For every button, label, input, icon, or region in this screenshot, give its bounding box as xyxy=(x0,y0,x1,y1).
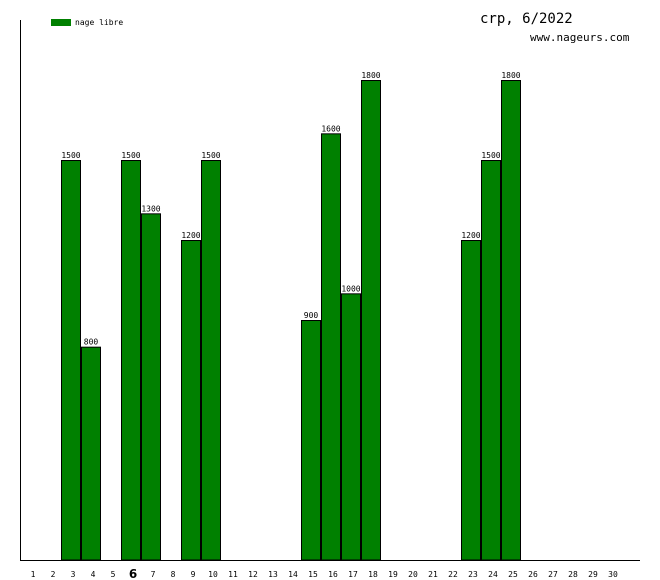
bar-value-label: 1300 xyxy=(141,204,160,213)
bar-day-17 xyxy=(341,293,361,561)
x-tick-label: 13 xyxy=(268,570,278,579)
x-tick-label: 7 xyxy=(151,570,156,579)
bar-value-label: 1500 xyxy=(481,151,500,160)
bar-day-10 xyxy=(201,160,221,561)
x-tick-label: 18 xyxy=(368,570,378,579)
chart-title: crp, 6/2022 xyxy=(480,11,573,27)
bar-value-label: 1600 xyxy=(321,124,340,133)
x-tick-label: 4 xyxy=(91,570,96,579)
bar-day-7 xyxy=(141,213,161,561)
bar-value-label: 1200 xyxy=(181,231,200,240)
bar-value-label: 1200 xyxy=(461,231,480,240)
x-tick-label: 27 xyxy=(548,570,558,579)
x-tick-label: 3 xyxy=(71,570,76,579)
bar-value-label: 1800 xyxy=(501,71,520,80)
x-tick-label: 14 xyxy=(288,570,298,579)
x-tick-label: 2 xyxy=(51,570,56,579)
x-tick-labels: 1 2 3 4 5 6 7 8 9 10 11 12 13 14 15 16 17 18 19 20 21 22 23 24 2… xyxy=(31,567,618,580)
x-tick-label: 5 xyxy=(111,570,116,579)
x-tick-label: 1 xyxy=(31,570,36,579)
bar-value-label: 900 xyxy=(304,311,319,320)
bar-value-label: 1500 xyxy=(61,151,80,160)
legend: nage libre xyxy=(51,18,123,27)
x-tick-label: 12 xyxy=(248,570,258,579)
x-tick-label: 26 xyxy=(528,570,538,579)
x-tick-label: 24 xyxy=(488,570,498,579)
data-labels: 1500 800 1500 1300 1200 1500 900 1600 1000 1800 12… xyxy=(61,71,520,347)
bar-value-label: 1500 xyxy=(201,151,220,160)
bar-day-24 xyxy=(481,160,501,561)
bar-day-3 xyxy=(61,160,81,561)
x-tick-label: 9 xyxy=(191,570,196,579)
x-tick-label: 29 xyxy=(588,570,598,579)
x-tick-label: 17 xyxy=(348,570,358,579)
x-tick-label: 20 xyxy=(408,570,418,579)
x-tick-label: 16 xyxy=(328,570,338,579)
bar-value-label: 1800 xyxy=(361,71,380,80)
x-tick-label: 25 xyxy=(508,570,518,579)
x-tick-label: 6 xyxy=(129,567,137,580)
bar-day-16 xyxy=(321,133,341,561)
bar-day-9 xyxy=(181,240,201,561)
bar-value-label: 1500 xyxy=(121,151,140,160)
x-tick-label: 30 xyxy=(608,570,618,579)
x-tick-label: 8 xyxy=(171,570,176,579)
bar-day-4 xyxy=(81,346,101,561)
bar-day-18 xyxy=(361,80,381,561)
bar-day-23 xyxy=(461,240,481,561)
x-tick-label: 19 xyxy=(388,570,398,579)
bar-day-6 xyxy=(121,160,141,561)
bar-value-label: 1000 xyxy=(341,284,360,293)
chart-subtitle: www.nageurs.com xyxy=(530,31,630,44)
bar-day-15 xyxy=(301,320,321,561)
x-tick-label: 23 xyxy=(468,570,478,579)
bars xyxy=(61,80,521,561)
x-tick-label: 28 xyxy=(568,570,578,579)
x-tick-label: 15 xyxy=(308,570,318,579)
x-tick-label: 10 xyxy=(208,570,218,579)
legend-swatch xyxy=(51,19,71,26)
x-tick-label: 11 xyxy=(228,570,238,579)
bar-day-25 xyxy=(501,80,521,561)
legend-label: nage libre xyxy=(75,18,123,27)
bar-value-label: 800 xyxy=(84,338,99,347)
x-tick-label: 21 xyxy=(428,570,438,579)
x-tick-label: 22 xyxy=(448,570,458,579)
